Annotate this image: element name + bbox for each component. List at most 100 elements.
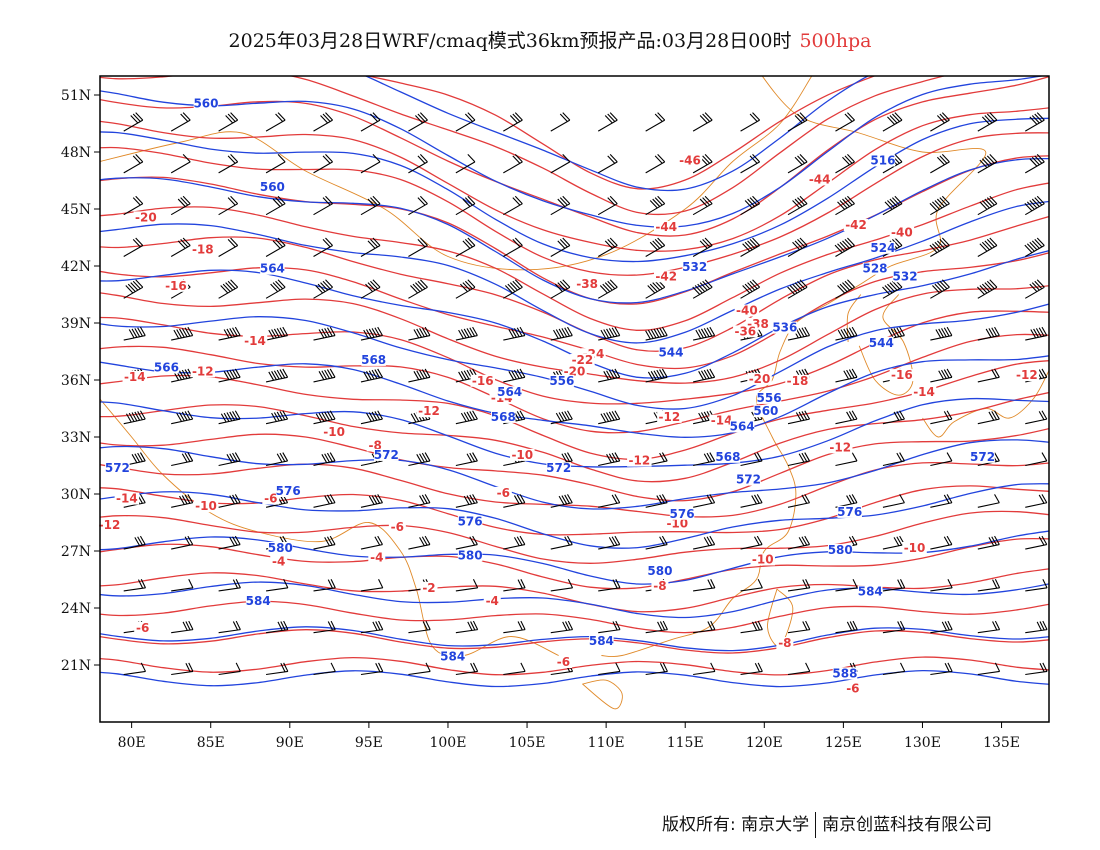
lon-tick-label: 135E bbox=[983, 735, 1020, 751]
temperature-label-bg bbox=[785, 374, 810, 387]
wind-barb bbox=[598, 494, 621, 508]
wind-barb bbox=[930, 279, 950, 299]
temperature-label: -12 bbox=[629, 454, 651, 468]
wind-barb bbox=[693, 452, 716, 467]
wind-barb bbox=[835, 112, 855, 132]
wind-barb bbox=[218, 535, 241, 550]
height-label-bg bbox=[260, 262, 285, 275]
wind-barb bbox=[598, 452, 621, 467]
height-label: 560 bbox=[260, 180, 285, 194]
wind-barb bbox=[977, 410, 1000, 425]
wind-barb bbox=[313, 326, 336, 341]
height-label-bg bbox=[729, 420, 755, 433]
height-contour-line bbox=[100, 483, 1049, 549]
wind-barb bbox=[835, 279, 855, 299]
lat-tick-label: 42N bbox=[61, 259, 91, 275]
wind-barb bbox=[550, 279, 571, 299]
wind-barb bbox=[1025, 535, 1048, 550]
wind-barb bbox=[550, 112, 571, 132]
temperature-label: -6 bbox=[846, 682, 859, 696]
height-label-bg bbox=[275, 485, 301, 497]
wind-barb bbox=[597, 237, 618, 257]
lon-tick-label: 90E bbox=[276, 735, 304, 751]
lat-tick-label: 21N bbox=[61, 658, 91, 674]
wind-barb bbox=[360, 154, 381, 174]
wind-barb bbox=[835, 620, 858, 634]
wind-barb bbox=[787, 154, 808, 174]
wind-barb bbox=[171, 410, 194, 425]
temperature-label: -20 bbox=[135, 210, 157, 224]
wind-barb bbox=[265, 195, 286, 216]
height-contour-line bbox=[100, 626, 1049, 652]
wind-barb bbox=[645, 662, 668, 676]
height-label: 544 bbox=[658, 345, 683, 359]
wind-barb bbox=[218, 662, 241, 676]
height-label: 572 bbox=[546, 461, 571, 475]
temperature-label: -14 bbox=[913, 385, 935, 399]
wind-barb bbox=[503, 579, 526, 592]
isotherm-line bbox=[100, 182, 1049, 331]
wind-barb bbox=[835, 195, 855, 216]
lat-tick-label: 30N bbox=[61, 487, 91, 503]
wind-barb bbox=[218, 154, 239, 174]
wind-barb bbox=[693, 535, 716, 550]
temperature-label-bg bbox=[1014, 369, 1040, 382]
temperature-label: -18 bbox=[787, 374, 809, 388]
wind-barb bbox=[218, 410, 241, 425]
isotherm-line bbox=[100, 629, 1049, 654]
height-label: 588 bbox=[832, 666, 857, 680]
height-contour-line bbox=[100, 669, 1049, 688]
temperature-label-bg bbox=[889, 226, 915, 239]
wind-barb bbox=[597, 279, 618, 299]
wind-barb bbox=[503, 620, 526, 634]
wind-barb bbox=[265, 237, 286, 257]
isotherm-line bbox=[100, 461, 1049, 518]
temperature-label: -44 bbox=[655, 220, 677, 234]
wind-barb bbox=[455, 195, 476, 216]
wind-barb bbox=[265, 279, 286, 299]
wind-barb bbox=[835, 410, 858, 425]
temperature-label: -6 bbox=[136, 621, 149, 635]
wind-barb bbox=[787, 620, 811, 634]
wind-barb bbox=[218, 620, 241, 634]
wind-barb bbox=[1025, 279, 1045, 299]
temperature-label-bg bbox=[190, 243, 216, 256]
height-label: 532 bbox=[682, 260, 707, 274]
temperature-label-bg bbox=[114, 492, 140, 505]
height-label-bg bbox=[105, 462, 130, 475]
height-label: 576 bbox=[670, 507, 695, 521]
height-label: 576 bbox=[837, 505, 862, 519]
lat-tick-label: 27N bbox=[61, 544, 91, 560]
wind-barb bbox=[787, 237, 808, 257]
temperature-label-bg bbox=[843, 219, 869, 231]
wind-barb bbox=[787, 326, 811, 341]
height-label: 572 bbox=[374, 448, 399, 462]
wind-barb bbox=[408, 368, 431, 383]
wind-barb bbox=[645, 237, 666, 257]
temperature-label: -46 bbox=[679, 153, 701, 167]
temperature-label: -36 bbox=[734, 324, 756, 338]
wind-barb bbox=[882, 579, 906, 592]
wind-barb bbox=[503, 237, 523, 257]
wind-barb bbox=[787, 195, 808, 216]
height-label-bg bbox=[858, 585, 883, 598]
height-label: 524 bbox=[870, 241, 895, 255]
wind-barb bbox=[787, 662, 811, 676]
wind-barb bbox=[740, 579, 763, 592]
height-label-bg bbox=[549, 374, 575, 387]
wind-barb bbox=[408, 535, 431, 550]
wind-barb bbox=[1025, 154, 1045, 174]
wind-barb bbox=[740, 279, 761, 299]
wind-barb bbox=[171, 620, 194, 634]
wind-barb bbox=[265, 452, 289, 467]
wind-barb bbox=[313, 662, 336, 676]
temperature-label-bg bbox=[665, 517, 690, 530]
temperature-label-bg bbox=[270, 555, 288, 568]
wind-barb bbox=[313, 410, 336, 425]
temperature-label-bg bbox=[574, 277, 600, 290]
height-label: 572 bbox=[970, 450, 995, 464]
wind-barb bbox=[977, 620, 1001, 634]
temperature-label-bg bbox=[262, 492, 280, 505]
company-text: 南京创蓝科技有限公司 bbox=[822, 815, 993, 835]
